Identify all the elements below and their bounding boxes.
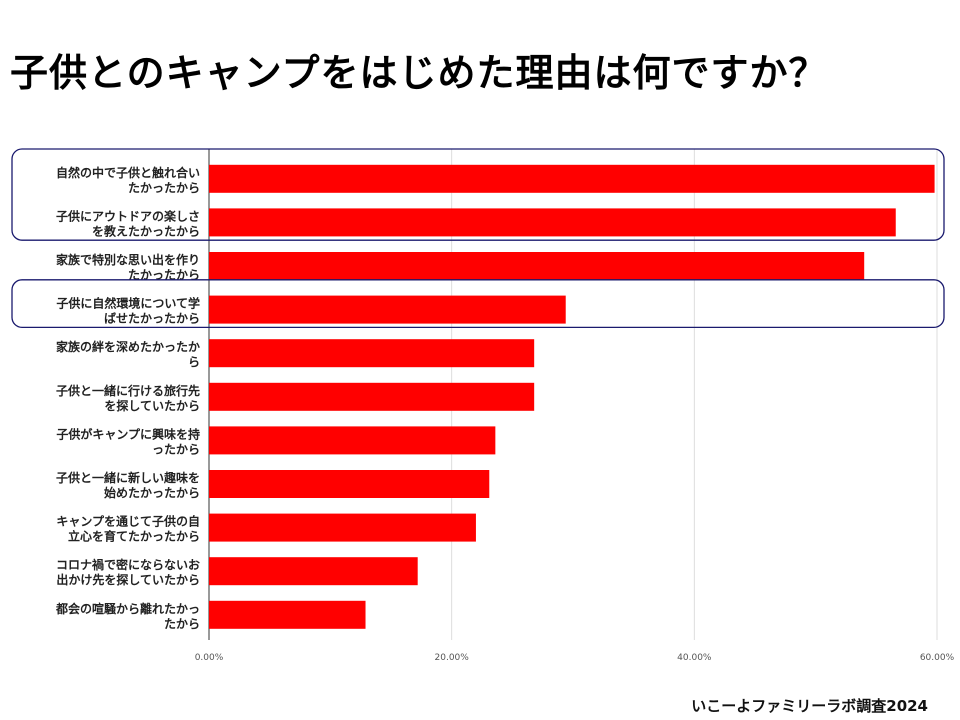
category-label: キャンプを通じて子供の自立心を育てたかったから — [56, 514, 200, 544]
category-label: 子供にアウトドアの楽しさを教えたかったから — [56, 208, 200, 238]
category-label: 子供と一緒に行ける旅行先を探していたから — [56, 383, 200, 413]
bar — [209, 208, 896, 237]
bar — [209, 426, 496, 455]
bar — [209, 557, 418, 586]
bar — [209, 252, 865, 280]
category-label: 家族で特別な思い出を作りたかったから — [56, 252, 200, 282]
bar — [209, 470, 490, 498]
bar — [209, 600, 366, 629]
category-label: 家族の絆を深めたかったから — [56, 339, 200, 369]
category-label: 子供がキャンプに興味を持ったから — [56, 426, 200, 456]
x-tick-label: 40.00% — [677, 653, 712, 663]
x-tick-label: 60.00% — [920, 653, 955, 663]
category-label: 子供に自然環境について学ばせたかったから — [56, 296, 200, 326]
bar — [209, 382, 535, 411]
source-credit: いこーよファミリーラボ調査2024 — [691, 697, 928, 715]
chart-title: 子供とのキャンプをはじめた理由は何ですか？ — [10, 51, 828, 95]
x-tick-label: 20.00% — [435, 653, 470, 663]
highlight-box — [11, 148, 945, 241]
category-label: 都会の喧騒から離れたかったから — [55, 601, 200, 631]
highlight-box — [11, 279, 945, 329]
x-tick-label: 0.00% — [195, 653, 224, 663]
category-label: コロナ禍で密にならないお出かけ先を探していたから — [56, 557, 200, 587]
bar — [209, 164, 935, 193]
category-label: 子供と一緒に新しい趣味を始めたかったから — [56, 470, 200, 500]
category-label: 自然の中で子供と触れ合いたかったから — [56, 165, 200, 195]
bar — [209, 513, 476, 542]
bar — [209, 295, 566, 324]
bar — [209, 339, 535, 368]
